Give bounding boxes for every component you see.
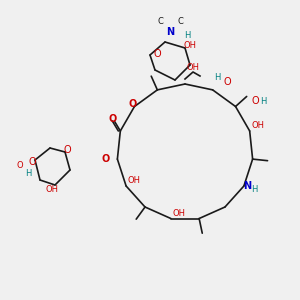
Text: OH: OH: [251, 122, 264, 130]
Text: O: O: [128, 100, 136, 110]
Text: O: O: [252, 97, 259, 106]
Text: O: O: [101, 154, 110, 164]
Text: H: H: [260, 97, 267, 106]
Text: OH: OH: [172, 209, 185, 218]
Text: N: N: [243, 181, 251, 191]
Text: H: H: [251, 184, 257, 194]
Text: H: H: [214, 74, 221, 82]
Text: O: O: [108, 114, 116, 124]
Text: C: C: [177, 17, 183, 26]
Text: O: O: [28, 157, 36, 167]
Text: O: O: [63, 145, 71, 155]
Text: H: H: [25, 169, 31, 178]
Text: N: N: [166, 27, 174, 37]
Text: H: H: [184, 31, 190, 40]
Text: C: C: [157, 17, 163, 26]
Text: OH: OH: [128, 176, 141, 185]
Text: OH: OH: [46, 185, 59, 194]
Text: OH: OH: [184, 40, 196, 50]
Text: OH: OH: [187, 62, 200, 71]
Text: O: O: [17, 160, 23, 169]
Text: O: O: [224, 77, 232, 87]
Text: O: O: [153, 49, 161, 59]
